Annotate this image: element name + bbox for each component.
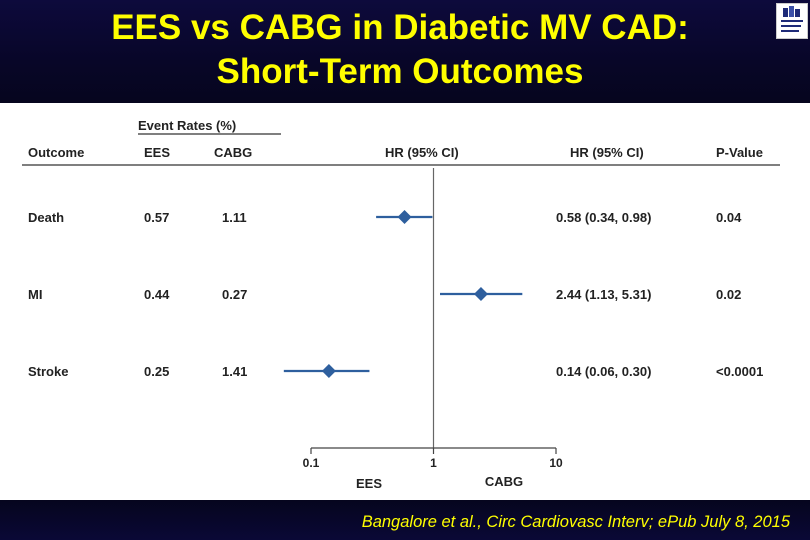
- row-cabg-rate: 1.11: [222, 210, 247, 225]
- row-p-value: 0.02: [716, 287, 741, 302]
- col-header-outcome: Outcome: [28, 145, 84, 160]
- x-tick-label: 10: [549, 456, 563, 470]
- row-ees-rate: 0.57: [144, 210, 169, 225]
- row-cabg-rate: 0.27: [222, 287, 247, 302]
- slide-footer: Bangalore et al., Circ Cardiovasc Interv…: [0, 500, 810, 540]
- row-outcome: MI: [28, 287, 42, 302]
- row-hr-text: 0.58 (0.34, 0.98): [556, 210, 651, 225]
- favors-cabg-label: CABG: [485, 474, 523, 489]
- citation: Bangalore et al., Circ Cardiovasc Interv…: [361, 513, 790, 531]
- row-outcome: Death: [28, 210, 64, 225]
- mount-sinai-logo: [776, 3, 808, 39]
- col-header-cabg: CABG: [214, 145, 252, 160]
- forest-plot-panel: Event Rates (%) Outcome EES CABG HR (95%…: [0, 103, 810, 500]
- hr-point-marker: [397, 210, 412, 224]
- col-header-ees: EES: [144, 145, 170, 160]
- hr-point-marker: [473, 287, 488, 301]
- x-tick-label: 0.1: [303, 456, 320, 470]
- row-ees-rate: 0.44: [144, 287, 170, 302]
- row-hr-text: 0.14 (0.06, 0.30): [556, 364, 651, 379]
- slide-title: EES vs CABG in Diabetic MV CAD: Short-Te…: [0, 6, 800, 94]
- row-cabg-rate: 1.41: [222, 364, 247, 379]
- forest-plot: Event Rates (%) Outcome EES CABG HR (95%…: [22, 118, 780, 491]
- event-rates-header: Event Rates (%): [138, 118, 236, 133]
- row-outcome: Stroke: [28, 364, 68, 379]
- row-hr-text: 2.44 (1.13, 5.31): [556, 287, 651, 302]
- row-ees-rate: 0.25: [144, 364, 169, 379]
- favors-ees-label: EES: [356, 476, 382, 491]
- hr-point-marker: [321, 364, 336, 378]
- col-header-p-value: P-Value: [716, 145, 763, 160]
- slide-header: EES vs CABG in Diabetic MV CAD: Short-Te…: [0, 0, 810, 103]
- x-tick-label: 1: [430, 456, 437, 470]
- row-p-value: <0.0001: [716, 364, 763, 379]
- col-header-hr-text: HR (95% CI): [570, 145, 644, 160]
- title-line-2: Short-Term Outcomes: [216, 52, 584, 91]
- title-line-1: EES vs CABG in Diabetic MV CAD:: [111, 8, 689, 47]
- col-header-plot-hr: HR (95% CI): [385, 145, 459, 160]
- row-p-value: 0.04: [716, 210, 742, 225]
